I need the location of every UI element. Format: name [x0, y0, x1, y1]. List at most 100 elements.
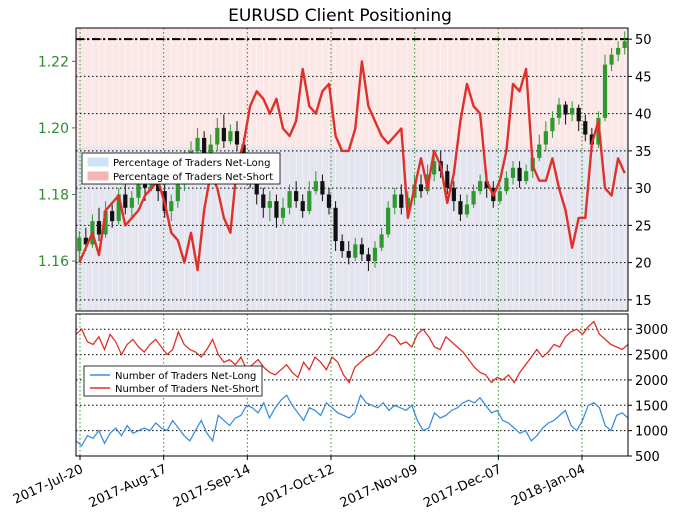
candle-body	[458, 201, 463, 215]
bottom-panel: 500 1000 1500 2000 2500 3000 Number of Traders…	[75, 313, 668, 465]
x-tick-label: 2017-Nov-09	[338, 462, 420, 511]
count-tick-label: 500	[635, 450, 660, 465]
candle-body	[169, 201, 174, 212]
candle-body	[576, 107, 581, 122]
x-tick-label: 2017-Jul-20	[11, 462, 86, 507]
candle-body	[517, 167, 522, 182]
candle-body	[300, 201, 305, 212]
net-short-count-line	[75, 320, 629, 384]
candle-body	[234, 131, 240, 145]
legend-swatch	[87, 171, 109, 181]
legend-label: Percentage of Traders Net-Long	[113, 158, 271, 169]
count-tick-label: 1500	[635, 399, 668, 414]
candle-body	[307, 191, 312, 212]
candle-body	[366, 254, 371, 262]
candle-body	[622, 41, 627, 48]
net-long-count-line	[75, 393, 629, 447]
legend-label: Number of Traders Net-Short	[115, 384, 259, 395]
bottom-legend-box	[83, 365, 263, 397]
count-tick-label: 2000	[635, 374, 668, 389]
percent-tick-label: 20	[635, 257, 652, 272]
candle-body	[346, 251, 351, 258]
candle-body	[543, 131, 548, 145]
candle-body	[478, 181, 483, 192]
x-tick-label: 2018-Jan-04	[509, 462, 588, 509]
x-tick-label: 2017-Oct-12	[256, 462, 337, 510]
x-axis: 2017-Jul-20 2017-Aug-17 2017-Sep-14 2017-Oc…	[11, 456, 588, 511]
candle-body	[451, 187, 456, 202]
candle-body	[464, 204, 470, 215]
candle-body	[471, 191, 476, 205]
candle-body	[583, 121, 588, 135]
candle-body	[418, 184, 424, 192]
percent-tick-label: 45	[635, 70, 652, 85]
candle-body	[497, 191, 502, 202]
percent-tick-label: 50	[635, 33, 652, 48]
candle-body	[96, 221, 102, 235]
candle-body	[484, 181, 489, 188]
price-tick-label: 1.16	[38, 254, 69, 270]
percent-tick-label: 25	[635, 219, 652, 234]
price-tick-label: 1.18	[38, 187, 69, 203]
candle-body	[103, 211, 108, 235]
candle-body	[333, 207, 338, 242]
candle-body	[195, 137, 200, 152]
candle-body	[524, 171, 529, 182]
candle-body	[359, 244, 364, 255]
candle-body	[504, 177, 509, 192]
price-tick-label: 1.20	[38, 121, 69, 137]
candle-body	[294, 191, 299, 202]
candle-body	[116, 194, 121, 222]
candle-body	[208, 144, 213, 155]
candle-body	[353, 244, 358, 258]
chart-title: EURUSD Client Positioning	[228, 6, 452, 26]
candle-body	[340, 241, 345, 252]
price-tick-label: 1.22	[38, 54, 69, 70]
top-legend-box	[81, 152, 281, 185]
candle-body	[136, 184, 141, 198]
net-short-percent-line	[78, 60, 626, 272]
candle-body	[556, 104, 562, 118]
top-frame	[75, 27, 629, 312]
candle-body	[215, 127, 220, 145]
candle-body	[280, 207, 286, 218]
candle-body	[399, 194, 404, 208]
candle-body	[386, 207, 391, 235]
bottom-frame	[75, 313, 629, 457]
candle-body	[326, 194, 332, 208]
candle-body	[372, 247, 378, 262]
legend-label: Percentage of Traders Net-Short	[113, 172, 273, 183]
candle-body	[609, 54, 614, 65]
candle-body	[537, 144, 542, 158]
candle-body	[570, 107, 575, 115]
candle-body	[616, 47, 621, 55]
candle-body	[563, 104, 568, 115]
candle-body	[110, 211, 115, 222]
candle-body	[379, 234, 384, 248]
x-tick-label: 2017-Sep-14	[171, 462, 253, 511]
candle-body	[261, 194, 266, 208]
legend-label: Number of Traders Net-Long	[115, 371, 256, 382]
percent-tick-label: 30	[635, 182, 652, 197]
candle-body	[77, 237, 82, 252]
candle-body	[510, 167, 516, 178]
bottom-legend: Number of Traders Net-Long Number of Trad…	[83, 365, 263, 397]
candle-body	[254, 177, 259, 195]
candle-body	[550, 117, 555, 132]
legend-swatch	[87, 157, 109, 167]
candle-body	[313, 181, 318, 192]
top-panel: 1.16 1.18 1.20 1.22 15 20 25 30 35 40 45 50 Percenta…	[38, 27, 652, 312]
percent-tick-label: 40	[635, 108, 652, 123]
candle-body	[392, 194, 397, 208]
candle-body	[221, 127, 226, 142]
candle-body	[602, 64, 608, 118]
candle-body	[432, 161, 437, 175]
candle-body	[228, 131, 233, 142]
candle-body	[320, 181, 325, 195]
percent-tick-label: 35	[635, 145, 652, 160]
count-tick-label: 1000	[635, 425, 668, 440]
count-tick-label: 2500	[635, 349, 668, 364]
x-tick-label: 2017-Dec-07	[421, 462, 504, 511]
candle-body	[287, 191, 292, 208]
